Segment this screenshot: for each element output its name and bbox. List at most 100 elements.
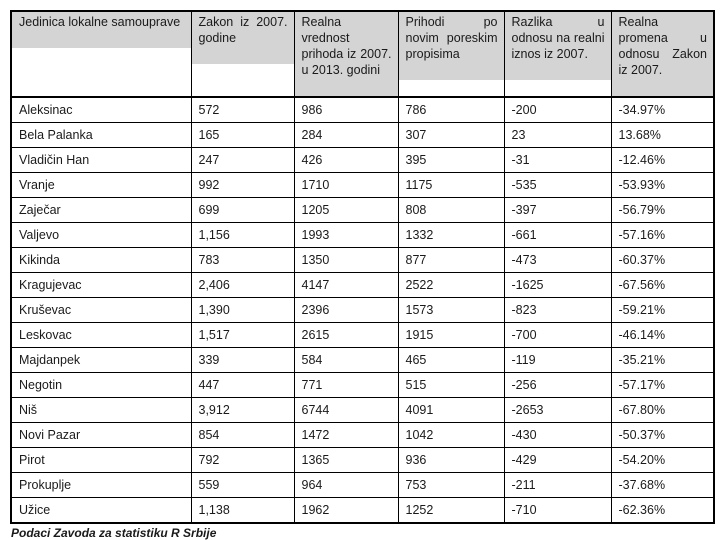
cell-real-change: -57.17% xyxy=(610,372,715,398)
cell-law-2007: 992 xyxy=(190,172,295,198)
cell-law-2007: 3,912 xyxy=(190,397,295,423)
cell-municipality: Aleksinac xyxy=(10,96,192,123)
cell-difference: -710 xyxy=(503,497,612,524)
table-row: Bela Palanka 165 284 307 23 13.68% xyxy=(10,122,715,148)
cell-real-value: 964 xyxy=(293,472,399,498)
cell-real-change: -56.79% xyxy=(610,197,715,223)
cell-law-2007: 854 xyxy=(190,422,295,448)
cell-new-tax-revenue: 1042 xyxy=(397,422,505,448)
cell-municipality: Prokuplje xyxy=(10,472,192,498)
cell-real-change: 13.68% xyxy=(610,122,715,148)
cell-real-value: 1365 xyxy=(293,447,399,473)
cell-real-value: 426 xyxy=(293,147,399,173)
table-row: Vladičin Han 247 426 395 -31 -12.46% xyxy=(10,147,715,173)
cell-new-tax-revenue: 936 xyxy=(397,447,505,473)
cell-municipality: Leskovac xyxy=(10,322,192,348)
table-row: Novi Pazar 854 1472 1042 -430 -50.37% xyxy=(10,422,715,448)
table-row: Majdanpek 339 584 465 -119 -35.21% xyxy=(10,347,715,373)
header-municipality-label: Jedinica lokalne samouprave xyxy=(12,12,190,48)
cell-real-value: 986 xyxy=(293,96,399,123)
cell-law-2007: 1,390 xyxy=(190,297,295,323)
cell-difference: -700 xyxy=(503,322,612,348)
table-row: Zaječar 699 1205 808 -397 -56.79% xyxy=(10,197,715,223)
cell-law-2007: 572 xyxy=(190,96,295,123)
cell-new-tax-revenue: 753 xyxy=(397,472,505,498)
cell-municipality: Kikinda xyxy=(10,247,192,273)
table-row: Užice 1,138 1962 1252 -710 -62.36% xyxy=(10,497,715,524)
table-row: Kikinda 783 1350 877 -473 -60.37% xyxy=(10,247,715,273)
header-new-tax-revenue: Prihodi po novim poreskim propisima xyxy=(397,10,505,98)
header-real-value-2007-in-2013: Realna vrednost prihoda iz 2007. u 2013.… xyxy=(293,10,399,98)
cell-difference: -397 xyxy=(503,197,612,223)
cell-difference: -535 xyxy=(503,172,612,198)
table-header: Jedinica lokalne samouprave Zakon iz 200… xyxy=(10,10,715,98)
cell-real-change: -67.56% xyxy=(610,272,715,298)
header-difference-vs-real-label: Razlika u odnosu na realni iznos iz 2007… xyxy=(505,12,610,80)
cell-difference: -200 xyxy=(503,96,612,123)
cell-real-change: -12.46% xyxy=(610,147,715,173)
cell-real-change: -34.97% xyxy=(610,96,715,123)
cell-law-2007: 783 xyxy=(190,247,295,273)
table-row: Vranje 992 1710 1175 -535 -53.93% xyxy=(10,172,715,198)
cell-law-2007: 339 xyxy=(190,347,295,373)
cell-new-tax-revenue: 1175 xyxy=(397,172,505,198)
cell-real-value: 1993 xyxy=(293,222,399,248)
header-law-2007: Zakon iz 2007. godine xyxy=(190,10,295,98)
cell-law-2007: 1,517 xyxy=(190,322,295,348)
cell-real-value: 1205 xyxy=(293,197,399,223)
cell-real-value: 584 xyxy=(293,347,399,373)
cell-real-change: -62.36% xyxy=(610,497,715,524)
header-difference-vs-real: Razlika u odnosu na realni iznos iz 2007… xyxy=(503,10,612,98)
cell-real-change: -57.16% xyxy=(610,222,715,248)
table-body: Aleksinac 572 986 786 -200 -34.97% Bela … xyxy=(10,96,715,524)
cell-real-change: -53.93% xyxy=(610,172,715,198)
table-row: Aleksinac 572 986 786 -200 -34.97% xyxy=(10,96,715,123)
cell-difference: -429 xyxy=(503,447,612,473)
cell-real-change: -54.20% xyxy=(610,447,715,473)
cell-real-value: 1710 xyxy=(293,172,399,198)
cell-difference: -473 xyxy=(503,247,612,273)
cell-law-2007: 247 xyxy=(190,147,295,173)
table-row: Kruševac 1,390 2396 1573 -823 -59.21% xyxy=(10,297,715,323)
cell-difference: -1625 xyxy=(503,272,612,298)
source-note: Podaci Zavoda za statistiku R Srbije xyxy=(11,526,217,540)
table-row: Pirot 792 1365 936 -429 -54.20% xyxy=(10,447,715,473)
municipal-revenue-table: Jedinica lokalne samouprave Zakon iz 200… xyxy=(10,10,715,524)
cell-real-value: 6744 xyxy=(293,397,399,423)
cell-law-2007: 792 xyxy=(190,447,295,473)
cell-real-value: 284 xyxy=(293,122,399,148)
header-real-change-vs-law-label: Realna promena u odnosu Zakon iz 2007. xyxy=(612,12,713,95)
cell-difference: 23 xyxy=(503,122,612,148)
cell-new-tax-revenue: 1252 xyxy=(397,497,505,524)
cell-new-tax-revenue: 877 xyxy=(397,247,505,273)
cell-new-tax-revenue: 2522 xyxy=(397,272,505,298)
cell-difference: -119 xyxy=(503,347,612,373)
cell-new-tax-revenue: 786 xyxy=(397,96,505,123)
cell-new-tax-revenue: 4091 xyxy=(397,397,505,423)
cell-real-change: -46.14% xyxy=(610,322,715,348)
cell-new-tax-revenue: 808 xyxy=(397,197,505,223)
cell-real-value: 1472 xyxy=(293,422,399,448)
cell-municipality: Zaječar xyxy=(10,197,192,223)
cell-real-value: 4147 xyxy=(293,272,399,298)
cell-law-2007: 1,156 xyxy=(190,222,295,248)
cell-real-change: -37.68% xyxy=(610,472,715,498)
cell-difference: -211 xyxy=(503,472,612,498)
header-law-2007-label: Zakon iz 2007. godine xyxy=(192,12,293,64)
table-row: Negotin 447 771 515 -256 -57.17% xyxy=(10,372,715,398)
cell-real-value: 1350 xyxy=(293,247,399,273)
cell-municipality: Vranje xyxy=(10,172,192,198)
table-row: Kragujevac 2,406 4147 2522 -1625 -67.56% xyxy=(10,272,715,298)
header-new-tax-revenue-label: Prihodi po novim poreskim propisima xyxy=(399,12,503,80)
cell-new-tax-revenue: 395 xyxy=(397,147,505,173)
cell-municipality: Majdanpek xyxy=(10,347,192,373)
cell-real-value: 1962 xyxy=(293,497,399,524)
document-page: Jedinica lokalne samouprave Zakon iz 200… xyxy=(10,10,715,540)
cell-municipality: Niš xyxy=(10,397,192,423)
cell-new-tax-revenue: 515 xyxy=(397,372,505,398)
cell-municipality: Kragujevac xyxy=(10,272,192,298)
cell-law-2007: 1,138 xyxy=(190,497,295,524)
cell-real-change: -67.80% xyxy=(610,397,715,423)
cell-law-2007: 2,406 xyxy=(190,272,295,298)
cell-municipality: Valjevo xyxy=(10,222,192,248)
